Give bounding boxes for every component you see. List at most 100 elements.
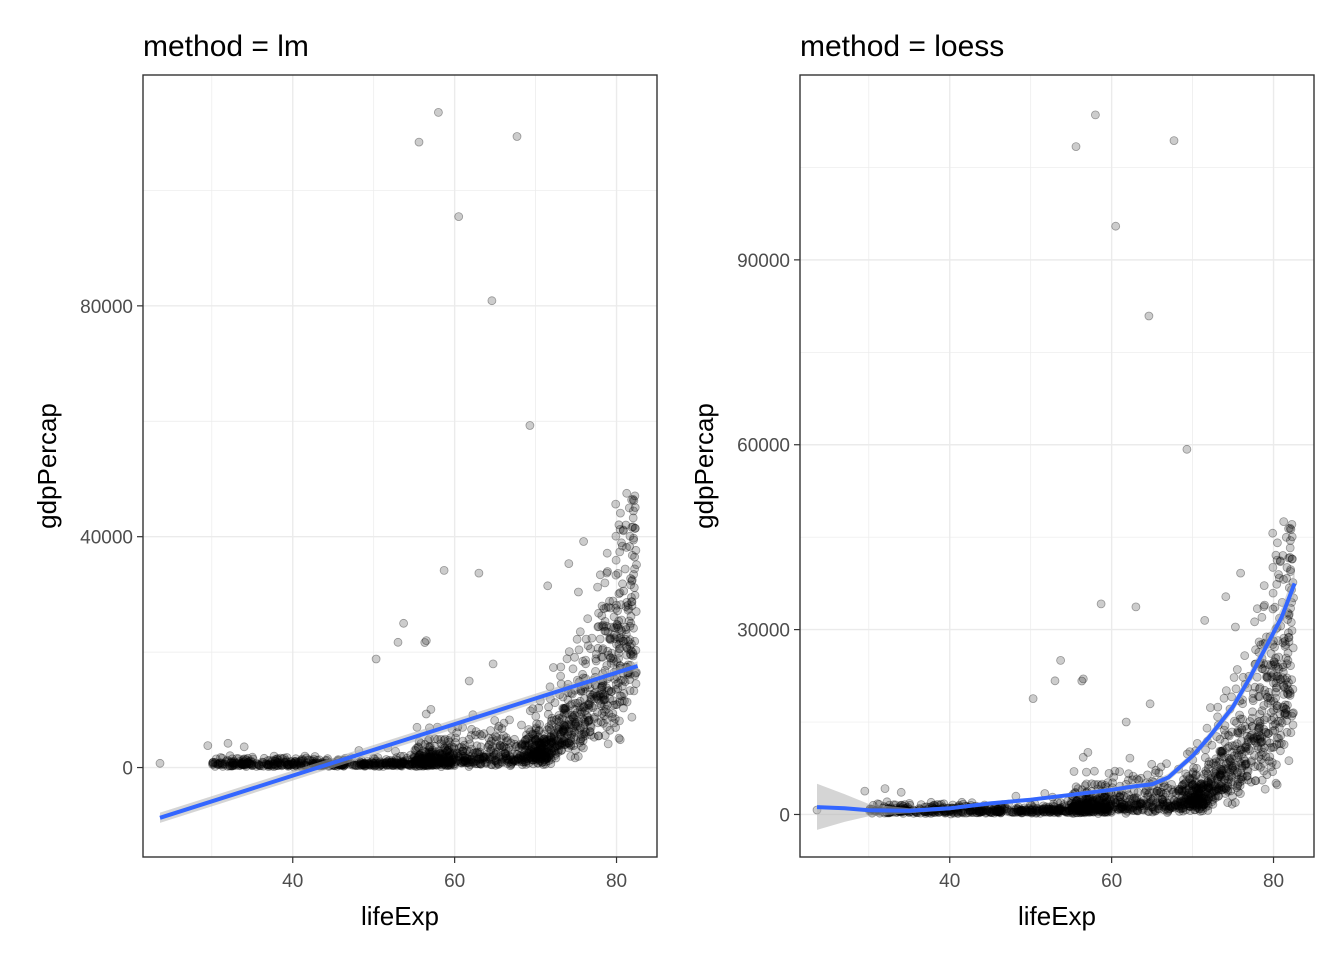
data-point [603, 739, 613, 749]
data-point [628, 513, 638, 523]
data-point [391, 755, 401, 764]
data-point [443, 736, 453, 745]
data-point [630, 491, 640, 501]
data-point [601, 704, 611, 714]
data-point [1017, 806, 1027, 815]
data-point [480, 753, 489, 763]
data-point [494, 752, 504, 762]
data-point [1200, 753, 1210, 762]
data-point [1155, 787, 1165, 797]
data-point [612, 620, 622, 629]
data-point [426, 705, 436, 714]
data-point [546, 732, 555, 742]
data-point [237, 759, 247, 769]
data-point [579, 729, 589, 739]
data-point [549, 715, 559, 725]
data-point [215, 758, 225, 768]
data-point [1271, 719, 1280, 729]
data-point [529, 747, 539, 757]
data-point [420, 759, 430, 769]
data-point [385, 757, 395, 767]
data-point [613, 620, 622, 630]
data-point [422, 757, 432, 767]
data-point [593, 694, 602, 703]
data-point [416, 753, 426, 763]
data-point [1274, 664, 1284, 674]
data-point [585, 698, 594, 708]
data-point [615, 588, 625, 598]
data-point [554, 721, 564, 731]
data-point [474, 758, 484, 768]
data-point [574, 587, 583, 597]
data-point [537, 744, 546, 754]
data-point [448, 749, 458, 759]
data-point [489, 748, 499, 758]
data-point [424, 753, 434, 763]
data-point [496, 757, 506, 767]
data-point [579, 743, 588, 753]
data-point [622, 650, 632, 660]
data-point [578, 703, 588, 712]
data-point [524, 758, 534, 768]
data-point [407, 759, 417, 769]
data-point [1187, 792, 1197, 802]
data-point [1221, 592, 1231, 602]
data-point [439, 566, 449, 575]
data-point [575, 725, 585, 735]
data-point [614, 616, 624, 626]
data-point [539, 734, 549, 744]
data-point [500, 749, 510, 759]
data-point [594, 691, 604, 700]
data-point [1286, 728, 1296, 738]
data-point [514, 743, 524, 753]
data-point [525, 749, 534, 759]
data-point [442, 757, 452, 766]
data-point [380, 759, 390, 769]
data-point [460, 756, 470, 766]
data-point [370, 759, 380, 768]
data-point [611, 531, 621, 541]
data-point [442, 741, 452, 750]
data-point [560, 705, 570, 715]
data-point [284, 760, 294, 769]
data-point [539, 738, 549, 748]
data-point [434, 755, 444, 765]
data-point [541, 759, 550, 769]
data-point [504, 757, 514, 767]
data-point [1278, 702, 1288, 712]
data-point [550, 742, 559, 752]
data-point [615, 735, 625, 745]
data-point [239, 754, 249, 764]
data-point [468, 749, 478, 758]
x-tick-label: 80 [1263, 871, 1284, 892]
data-point [1214, 791, 1224, 801]
data-point [387, 759, 397, 769]
data-point [365, 760, 375, 770]
data-point [598, 652, 607, 662]
data-point [1287, 520, 1297, 529]
data-point [418, 756, 428, 766]
data-point [443, 757, 453, 767]
data-point [547, 737, 556, 747]
data-point [427, 760, 437, 770]
data-point [582, 711, 591, 720]
data-point [520, 741, 530, 751]
data-point [1125, 753, 1135, 763]
data-point [556, 671, 565, 681]
data-point [419, 755, 429, 764]
data-point [527, 736, 537, 746]
data-point [1095, 800, 1105, 809]
data-point [1223, 730, 1233, 740]
data-point [1255, 735, 1265, 744]
data-point [576, 709, 585, 719]
data-point [597, 681, 607, 691]
data-point [412, 743, 421, 753]
data-point [1206, 759, 1216, 769]
data-point [371, 760, 381, 770]
data-point [591, 656, 601, 666]
data-point [575, 696, 585, 706]
data-point [544, 722, 554, 731]
data-point [552, 723, 562, 733]
data-point [480, 758, 490, 768]
data-point [291, 761, 301, 770]
